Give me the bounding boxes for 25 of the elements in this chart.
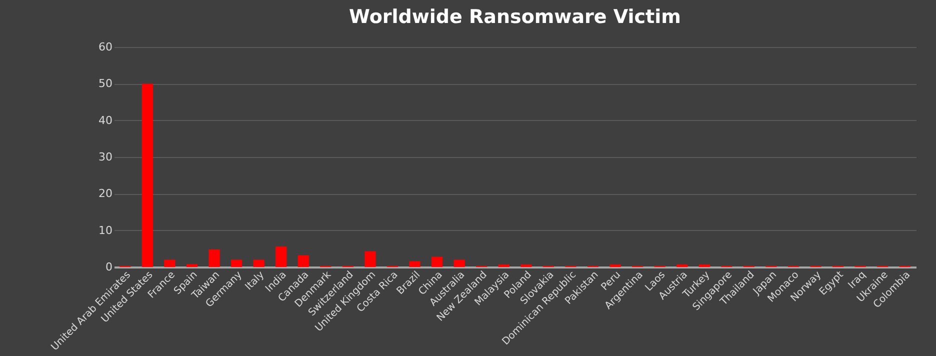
bar <box>431 256 443 267</box>
y-tick-label: 10 <box>98 224 112 237</box>
bar <box>298 255 309 267</box>
y-tick-label: 60 <box>98 40 112 54</box>
bar <box>409 261 420 267</box>
bar <box>142 84 153 267</box>
bar <box>454 260 465 267</box>
bar <box>676 264 688 267</box>
y-tick-label: 40 <box>98 114 112 127</box>
bar <box>208 249 220 267</box>
bar <box>186 264 198 267</box>
bar <box>276 246 287 267</box>
y-tick-label: 30 <box>98 150 112 164</box>
bar <box>698 264 710 267</box>
bar <box>610 264 621 267</box>
bar <box>253 260 264 267</box>
y-tick-label: 20 <box>98 187 112 200</box>
y-tick-label: 0 <box>106 260 112 274</box>
y-tick-label: 50 <box>98 77 112 90</box>
bar <box>498 264 510 267</box>
chart-title: Worldwide Ransomware Victim <box>349 6 681 28</box>
bar <box>230 260 242 267</box>
bar <box>364 251 376 267</box>
bar <box>520 264 532 267</box>
bar <box>164 260 176 267</box>
